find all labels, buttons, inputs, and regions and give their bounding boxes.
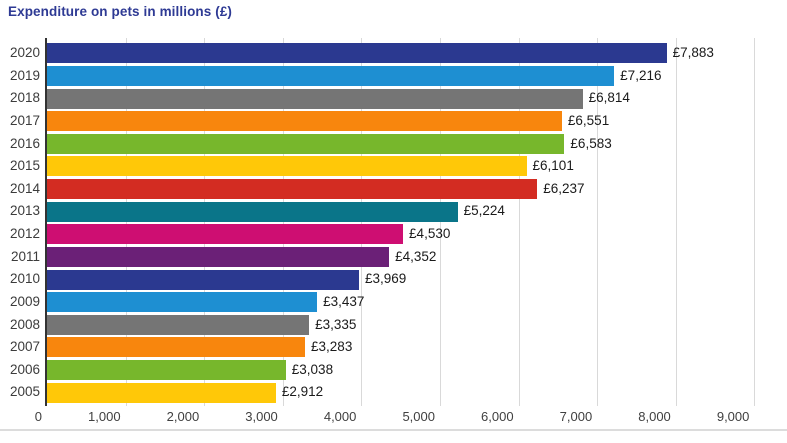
- bar-row: 2014 £6,237: [0, 178, 787, 201]
- bar-2019: [47, 65, 615, 86]
- y-axis-label: 2006: [9, 361, 40, 377]
- y-axis-label: 2007: [9, 339, 40, 355]
- bar-2008: [47, 314, 310, 335]
- bar-2007: [47, 337, 306, 358]
- x-axis-tick-label: 7,000: [559, 409, 593, 424]
- gridline: [754, 38, 756, 406]
- bar-value-label: £3,437: [323, 293, 365, 309]
- y-axis-label: 2020: [9, 45, 40, 60]
- x-axis-tick-label: 2,000: [166, 409, 200, 424]
- bar-row: 2006 £3,038: [0, 359, 787, 382]
- bar-row: 2016 £6,583: [0, 133, 787, 156]
- x-axis-tick-label: 0: [34, 409, 42, 424]
- y-axis-label: 2015: [9, 158, 40, 174]
- bar-2005: [47, 382, 276, 403]
- bar-row: 2009 £3,437: [0, 291, 787, 314]
- gridline: [440, 38, 441, 406]
- bar-2010: [47, 269, 359, 290]
- bar-value-label: £6,814: [588, 90, 630, 106]
- bar-chart: 2020 £7,883 2019 £7,216 2018 £6,814 2017 £6,551…: [0, 38, 787, 430]
- y-axis-label: 2018: [9, 90, 40, 106]
- gridline: [204, 38, 206, 406]
- bar-value-label: £3,038: [291, 361, 334, 377]
- bar-value-label: £6,583: [570, 135, 612, 151]
- y-axis-label: 2009: [9, 293, 40, 309]
- bar-value-label: £3,335: [315, 316, 357, 332]
- bar-2014: [47, 179, 538, 200]
- x-axis-tick-label: 3,000: [245, 409, 278, 424]
- y-axis-label: 2011: [10, 248, 40, 264]
- bar-value-label: £6,551: [567, 112, 610, 128]
- y-axis-label: 2019: [9, 67, 40, 83]
- bar-2018: [47, 88, 583, 109]
- bar-row: 2005 £2,912: [0, 381, 787, 404]
- y-axis-label: 2005: [9, 384, 40, 400]
- bar-value-label: £4,352: [395, 248, 437, 264]
- bar-value-label: £7,216: [620, 67, 662, 83]
- gridline: [675, 38, 677, 406]
- bar-2015: [47, 156, 527, 177]
- bar-value-label: £3,283: [311, 339, 353, 355]
- gridline: [597, 38, 599, 406]
- bar-value-label: £6,237: [543, 180, 585, 196]
- bar-2006: [47, 360, 286, 381]
- x-axis-tick-label: 8,000: [638, 409, 671, 424]
- y-axis-label: 2008: [9, 316, 40, 332]
- y-axis-label: 2016: [9, 135, 40, 151]
- gridline: [125, 38, 127, 406]
- bar-row: 2007 £3,283: [0, 336, 787, 359]
- bar-value-label: £7,883: [672, 45, 714, 60]
- bar-row: 2011 £4,352: [0, 246, 787, 269]
- gridline: [361, 38, 363, 406]
- bar-row: 2020 £7,883: [0, 42, 787, 65]
- bar-rows: 2020 £7,883 2019 £7,216 2018 £6,814 2017 £6,551…: [0, 42, 787, 404]
- bar-2016: [47, 133, 565, 154]
- bar-value-label: £4,530: [409, 226, 451, 241]
- bar-value-label: £3,969: [364, 271, 407, 287]
- y-axis-label: 2014: [9, 180, 40, 196]
- bar-row: 2008 £3,335: [0, 314, 787, 337]
- bar-row: 2017 £6,551: [0, 110, 787, 133]
- y-axis-line: [45, 38, 47, 406]
- bar-2012: [47, 224, 404, 245]
- bar-row: 2018 £6,814: [0, 87, 787, 110]
- gridline: [518, 38, 520, 406]
- x-axis-tick-label: 6,000: [481, 409, 514, 424]
- y-axis-label: 2010: [9, 271, 40, 287]
- x-axis-tick-label: 4,000: [323, 409, 357, 424]
- bar-value-label: £5,224: [463, 203, 505, 219]
- x-axis-tick-label: 1,000: [88, 409, 121, 424]
- bar-row: 2015 £6,101: [0, 155, 787, 178]
- bar-2017: [47, 111, 562, 132]
- bar-2009: [47, 292, 318, 313]
- y-axis-label: 2017: [9, 112, 40, 128]
- bar-row: 2013 £5,224: [0, 200, 787, 223]
- bar-2011: [47, 246, 390, 267]
- x-axis-tick-label: 5,000: [402, 409, 435, 424]
- chart-title: Expenditure on pets in millions (£): [8, 4, 233, 19]
- gridline: [282, 38, 284, 406]
- y-axis-label: 2013: [9, 203, 40, 219]
- bar-2013: [47, 201, 458, 222]
- bar-2020: [47, 43, 667, 64]
- y-axis-label: 2012: [9, 226, 40, 241]
- bar-row: 2019 £7,216: [0, 65, 787, 88]
- bar-row: 2010 £3,969: [0, 268, 787, 291]
- bar-value-label: £6,101: [532, 158, 574, 174]
- bar-value-label: £2,912: [281, 384, 324, 400]
- x-axis-tick-label: 9,000: [716, 409, 750, 424]
- bar-row: 2012 £4,530: [0, 223, 787, 246]
- bottom-divider: [0, 429, 787, 431]
